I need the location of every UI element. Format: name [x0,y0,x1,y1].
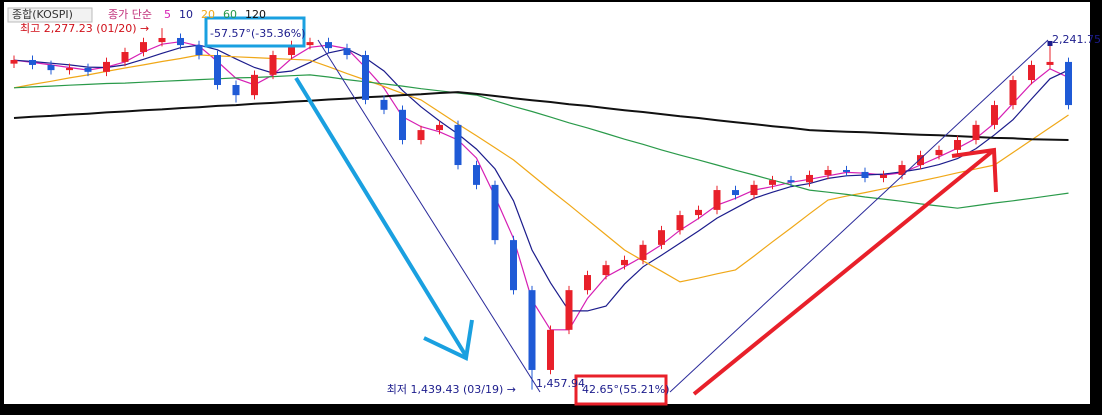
candle-body [621,259,628,266]
candle-body [991,105,998,125]
candle-body [343,48,351,56]
candle-body [158,37,166,43]
candle-body [325,42,332,49]
candle-body [972,124,980,141]
ma-line [13,44,1069,312]
candle-body [10,59,18,64]
candle-body [1028,64,1035,81]
candle-body [47,64,55,71]
annotation: 2,241.75 [1052,33,1101,46]
annotation: 최저 1,439.43 (03/19) → [387,383,516,396]
candle-body [306,42,314,46]
candle-body [454,124,462,166]
candle-body [824,169,832,175]
candle-body [195,45,203,56]
annotation: -57.57°(-35.36%) [210,27,305,40]
candle-body [121,52,129,62]
candle-body [66,67,73,71]
candle-body [954,140,961,150]
candle-body [103,61,110,72]
candle-body [547,329,554,370]
candle-body [417,130,425,141]
candle-body [676,215,684,231]
trend-line [669,39,1049,393]
marks [10,28,1072,390]
candle-body [935,149,943,156]
annotation: 최고 2,277.23 (01/20) → [20,22,149,35]
candle-body [861,171,869,178]
candle-body [806,174,813,183]
candle-body [565,290,573,330]
candle-body [1009,80,1017,106]
annotation: 42.65°(55.21%) [582,383,670,396]
candle-body [843,169,850,172]
candle-body [473,165,480,185]
candle-body [787,180,795,183]
candle-body [1046,61,1054,65]
arrow [692,148,996,396]
chart-title: 종합(KOSPI) [12,8,73,21]
candle-body [140,42,147,53]
title-box [7,7,93,23]
candle-body [380,99,388,110]
candle-body [269,55,277,75]
arrow-head [423,319,474,361]
candle-body [917,155,924,166]
candle-body [639,244,647,260]
candle-body [214,55,221,86]
candle-body [84,67,92,72]
candle-body [399,109,406,141]
legend-entry: 20 [201,8,215,21]
legend-entry: 60 [223,8,237,21]
candle-body [232,85,240,96]
annotation: 1,457.94 [536,377,585,390]
candle-body [491,184,499,241]
candle-body [658,230,665,245]
ma-label: 종가 단순 [108,8,152,21]
candle-body [898,165,906,175]
arrow-head [951,147,998,193]
candle-body [769,180,776,185]
candle-body [1065,61,1072,106]
candle-body [695,209,702,216]
legend-entry: 10 [179,8,193,21]
candle-body [602,265,610,276]
arrow [294,76,468,358]
candle-body [584,275,591,291]
trend-line [317,39,541,393]
candle-body [29,59,36,65]
recent-high-marker [1047,40,1053,46]
legend-entry: 5 [164,8,171,21]
highlight-box [574,374,668,406]
candle-body [732,190,739,196]
candle-body [288,45,295,56]
ma-line [13,74,1069,209]
highlight-box [204,16,306,48]
candle-body [362,55,369,100]
candle-body [880,174,887,178]
candle-body [528,290,536,370]
ma-line [13,54,1069,283]
candle-body [251,74,258,96]
candle-body [713,190,721,210]
legend-entry: 120 [245,8,266,21]
candle-body [750,184,758,196]
candle-body [436,124,443,131]
ma-line [13,41,1069,331]
candle-body [510,240,517,291]
ma-line [13,91,1069,141]
candle-body [177,37,184,46]
